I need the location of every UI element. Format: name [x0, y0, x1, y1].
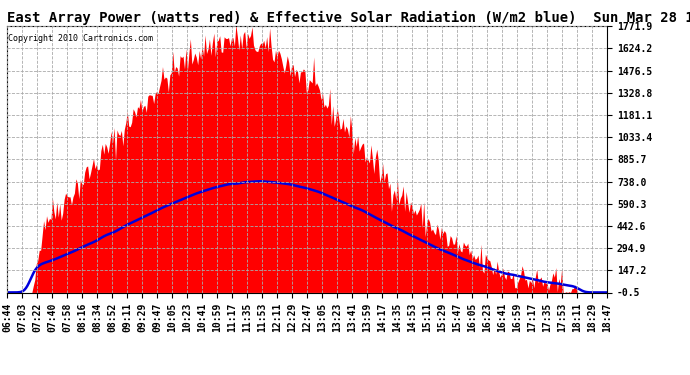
- Text: Copyright 2010 Cartronics.com: Copyright 2010 Cartronics.com: [8, 34, 153, 43]
- Text: East Array Power (watts red) & Effective Solar Radiation (W/m2 blue)  Sun Mar 28: East Array Power (watts red) & Effective…: [7, 11, 690, 25]
